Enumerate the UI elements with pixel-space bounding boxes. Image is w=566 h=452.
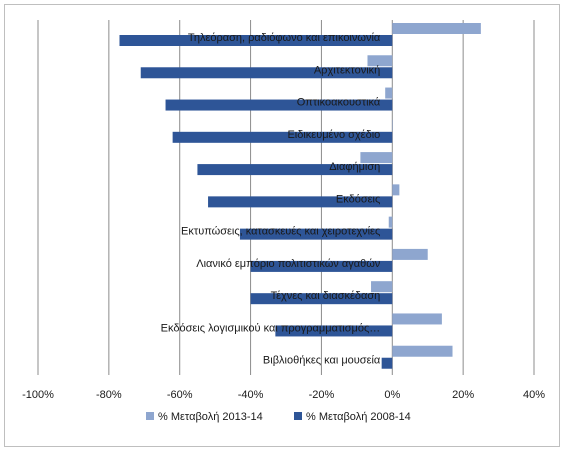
legend-swatch (146, 412, 154, 420)
bar-series2 (239, 228, 393, 240)
category-label: Λιανικό εμπόριο πολιτιστικών αγαθών (196, 258, 381, 270)
x-tick-label: -20% (309, 389, 335, 401)
category-label: Βιβλιοθήκες και μουσεία (263, 355, 381, 367)
bar-series2 (250, 293, 393, 305)
category-label: Τέχνες και διασκέδαση (271, 290, 381, 302)
legend-label: % Μεταβολή 2013-14 (158, 411, 263, 423)
bar-series1 (392, 313, 442, 325)
legend-swatch (294, 412, 302, 420)
category-label: Ειδικευμένο σχέδιο (287, 129, 380, 141)
bar-series1 (385, 87, 393, 99)
bar-series2 (275, 325, 393, 337)
category-label: Αρχιτεκτονική (314, 64, 380, 76)
bar-series1 (392, 119, 393, 131)
bar-series1 (371, 281, 393, 293)
bar-series1 (388, 216, 393, 228)
category-label: Εκδόσεις (336, 193, 380, 205)
bar-series1 (392, 248, 428, 260)
bar-series1 (392, 184, 400, 196)
bar-series2 (197, 164, 393, 176)
bar-series2 (140, 67, 393, 79)
category-label: Οπτικοακουστικά (297, 97, 381, 109)
category-label: Εκδόσεις λογισμικού και προγραμματισμός… (161, 322, 381, 334)
category-label: Εκτυπώσεις, κατασκευές και χειροτεχνίες (181, 226, 380, 238)
bar-series2 (172, 131, 393, 143)
bar-series2 (119, 35, 393, 46)
category-label: Τηλεόραση, ραδιόφωνο και επικοινωνία (188, 32, 381, 44)
bar-series2 (165, 99, 393, 111)
bar-series2 (250, 260, 393, 272)
bar-series2 (381, 357, 393, 369)
bar-series1 (360, 152, 393, 164)
x-tick-label: -60% (167, 389, 193, 401)
bar-series1 (392, 23, 481, 34)
bar-series1 (392, 345, 453, 357)
x-tick-label: -40% (238, 389, 264, 401)
x-tick-label: 0% (384, 389, 400, 401)
x-tick-label: -80% (96, 389, 122, 401)
x-tick-label: 40% (523, 389, 545, 401)
x-tick-label: -100% (22, 389, 54, 401)
legend-label: % Μεταβολή 2008-14 (306, 411, 411, 423)
bar-series2 (208, 196, 393, 208)
bar-series1 (367, 55, 393, 67)
category-label: Διαφήμιση (329, 161, 380, 173)
x-tick-label: 20% (452, 389, 474, 401)
